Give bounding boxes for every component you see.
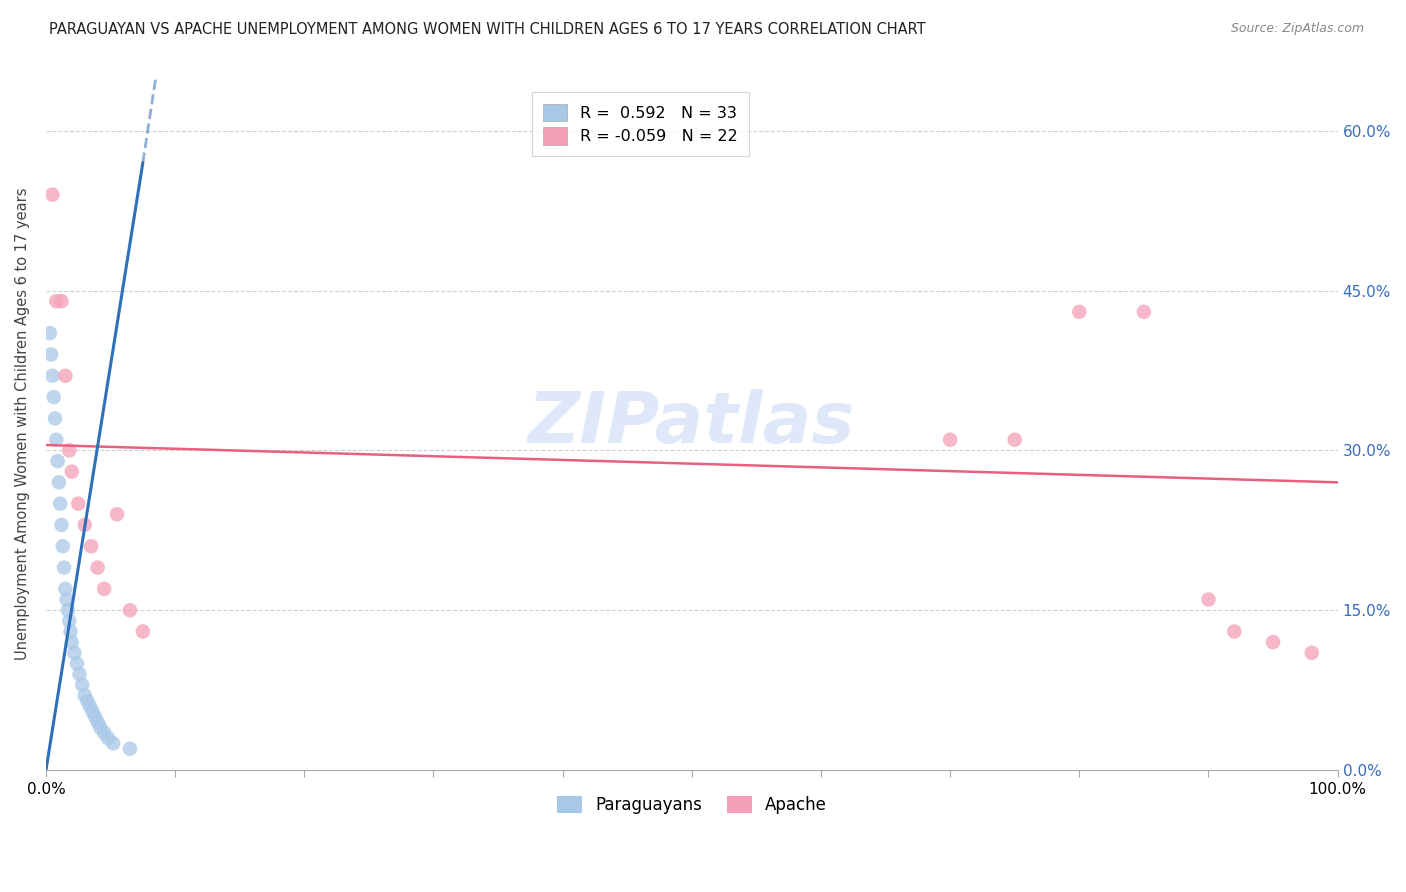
Point [1069,305,1091,319]
Point [52,539,75,553]
Point [1133,305,1156,319]
Point [93,582,115,596]
Point [46,454,69,468]
Legend: Paraguayans, Apache: Paraguayans, Apache [547,786,837,824]
Point [44,411,66,425]
Text: PARAGUAYAN VS APACHE UNEMPLOYMENT AMONG WOMEN WITH CHILDREN AGES 6 TO 17 YEARS C: PARAGUAYAN VS APACHE UNEMPLOYMENT AMONG … [49,22,925,37]
Point [118,741,141,756]
Point [86,714,108,729]
Text: Source: ZipAtlas.com: Source: ZipAtlas.com [1230,22,1364,36]
Point [48,475,70,490]
Point [73,689,96,703]
Point [63,646,86,660]
Point [49,497,72,511]
Point [56,603,79,617]
Point [55,592,77,607]
Point [86,560,108,574]
Point [66,657,89,671]
Point [41,187,63,202]
Point [51,294,73,309]
Point [53,368,76,383]
Point [45,433,67,447]
Point [58,614,80,628]
Point [60,635,83,649]
Point [105,508,128,522]
Point [101,736,124,750]
Point [41,368,63,383]
Point [80,539,103,553]
Point [45,294,67,309]
Point [53,582,76,596]
Point [84,710,107,724]
Text: ZIPatlas: ZIPatlas [529,389,855,458]
Y-axis label: Unemployment Among Women with Children Ages 6 to 17 years: Unemployment Among Women with Children A… [15,187,30,660]
Point [93,725,115,739]
Point [82,705,104,719]
Point [58,443,80,458]
Point [38,326,60,340]
Point [1223,624,1246,639]
Point [97,731,120,745]
Point [76,694,98,708]
Point [51,517,73,532]
Point [73,517,96,532]
Point [59,624,82,639]
Point [69,667,91,681]
Point [89,720,111,734]
Point [53,560,76,574]
Point [70,678,93,692]
Point [42,390,65,404]
Point [939,433,962,447]
Point [1301,646,1323,660]
Point [118,603,141,617]
Point [1261,635,1284,649]
Point [60,465,83,479]
Point [1198,592,1220,607]
Point [79,699,101,714]
Point [39,347,62,361]
Point [132,624,155,639]
Point [1004,433,1026,447]
Point [67,497,90,511]
